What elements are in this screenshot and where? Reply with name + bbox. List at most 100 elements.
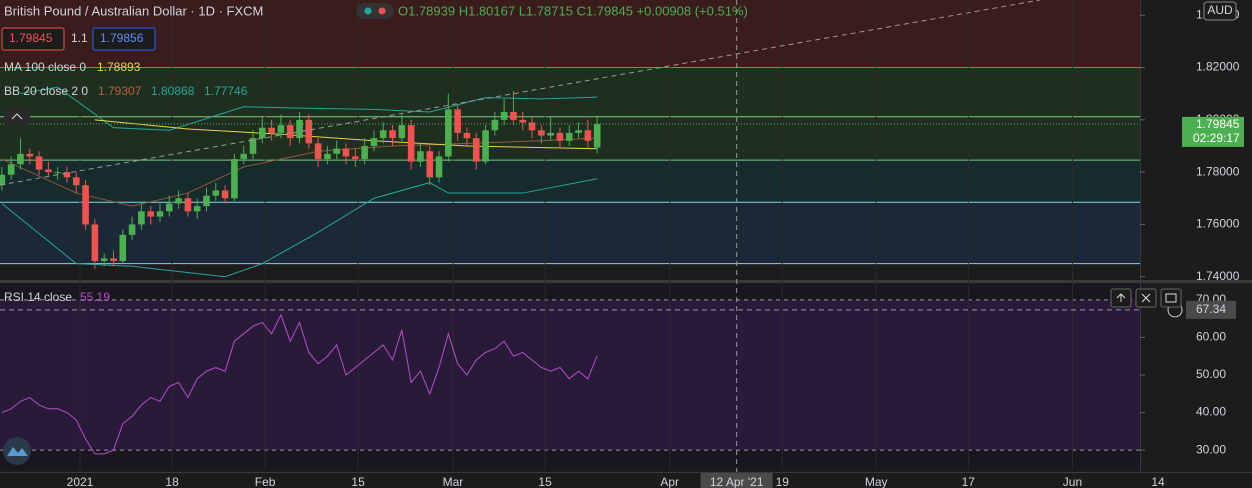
icon bbox=[1116, 293, 1177, 303]
candle-body bbox=[259, 127, 266, 139]
candle-body bbox=[324, 153, 331, 160]
x-axis bbox=[0, 472, 1252, 488]
rsi-line bbox=[1, 313, 598, 455]
candle-body bbox=[175, 198, 182, 204]
last-price-box bbox=[1182, 116, 1244, 147]
candle-body bbox=[35, 156, 43, 170]
candle-body bbox=[519, 119, 527, 123]
candle-body bbox=[491, 119, 499, 131]
candle-body bbox=[0, 174, 6, 186]
y-tick-label: 60.00 bbox=[1196, 330, 1226, 344]
rsi-band bbox=[0, 299, 1140, 451]
candle-body bbox=[342, 148, 350, 157]
candle-body bbox=[426, 151, 434, 178]
toggle bbox=[356, 3, 394, 19]
status-dot bbox=[378, 7, 386, 15]
logo bbox=[3, 437, 31, 465]
candle-body bbox=[305, 119, 313, 144]
candle-body bbox=[463, 132, 471, 139]
y-tick-label: 1.82000 bbox=[1196, 60, 1240, 74]
rsi-legend: RSI 14 close bbox=[4, 290, 72, 304]
x-tick-label: Apr bbox=[660, 475, 679, 488]
candle-body bbox=[193, 206, 201, 212]
candle-body bbox=[556, 132, 564, 141]
candle-body bbox=[249, 138, 257, 154]
candle-body bbox=[565, 132, 573, 141]
candle-body bbox=[212, 190, 220, 196]
candle-body bbox=[221, 190, 229, 199]
x-tick-label: Feb bbox=[255, 475, 276, 488]
candle-body bbox=[26, 153, 34, 157]
x-tick-label: Jun bbox=[1063, 475, 1082, 488]
candle-body bbox=[398, 125, 406, 139]
buy-price: 1.79856 bbox=[100, 31, 144, 45]
candle-body bbox=[538, 130, 545, 136]
x-tick-label: 15 bbox=[351, 475, 365, 488]
candle-body bbox=[63, 172, 71, 178]
ma-value: 1.78893 bbox=[97, 60, 141, 74]
crosshair-x-label: 12 Apr '21 bbox=[710, 475, 764, 488]
y-tick-label: 1.78000 bbox=[1196, 164, 1240, 178]
candle-body bbox=[82, 185, 89, 225]
sell-box bbox=[1, 27, 65, 51]
candle-body bbox=[407, 125, 415, 162]
ohlc: O1.78939 H1.80167 L1.78715 C1.79845 +0.0… bbox=[398, 3, 748, 18]
candle-body bbox=[352, 156, 359, 160]
candle-body bbox=[314, 143, 322, 160]
candle-body bbox=[7, 164, 15, 175]
currency: AUD bbox=[1207, 3, 1233, 17]
candle-body bbox=[361, 145, 368, 160]
candle-body bbox=[435, 156, 443, 178]
crosshair-y-box bbox=[1186, 300, 1236, 319]
x-tick-label: 18 bbox=[165, 475, 179, 488]
candle-body bbox=[203, 195, 210, 207]
x-tick-label: Mar bbox=[443, 475, 464, 488]
candle-body bbox=[333, 148, 341, 154]
bb-value: 1.77746 bbox=[204, 84, 248, 98]
bb-value: 1.79307 bbox=[98, 84, 142, 98]
symbol-title: British Pound / Australian Dollar · 1D ·… bbox=[4, 3, 263, 18]
level-zone bbox=[0, 67, 1140, 117]
candle-body bbox=[370, 138, 378, 146]
candle-body bbox=[165, 203, 173, 212]
x-tick-label: 2021 bbox=[67, 475, 94, 488]
candle-body bbox=[454, 109, 461, 133]
crosshair-x-box bbox=[700, 473, 773, 488]
logo-icon bbox=[7, 447, 28, 456]
candle-body bbox=[91, 224, 99, 262]
level-zone bbox=[0, 202, 1140, 264]
spread: 1.1 bbox=[71, 31, 88, 45]
countdown: 02:29:17 bbox=[1193, 131, 1240, 145]
bb-upper bbox=[20, 86, 598, 131]
candle-body bbox=[240, 153, 248, 160]
candle-body bbox=[593, 123, 601, 148]
candle-body bbox=[528, 122, 536, 131]
candle-body bbox=[17, 153, 24, 165]
candle-body bbox=[277, 125, 285, 133]
x-tick-label: 15 bbox=[538, 475, 552, 488]
candle-body bbox=[156, 211, 164, 217]
candle-body bbox=[138, 211, 145, 225]
sell-price: 1.79845 bbox=[9, 31, 53, 45]
candle-body bbox=[296, 119, 303, 139]
candle-body bbox=[445, 109, 452, 157]
candle-body bbox=[72, 177, 80, 186]
candle-body bbox=[268, 127, 275, 133]
pane-button[interactable] bbox=[1160, 288, 1182, 308]
candle-body bbox=[547, 132, 554, 136]
x-tick-label: 19 bbox=[776, 475, 790, 488]
candle-body bbox=[100, 258, 108, 262]
candle-body bbox=[54, 172, 61, 174]
bb-legend: BB 20 close 2 0 bbox=[4, 84, 88, 98]
x-tick-label: 17 bbox=[962, 475, 976, 488]
rsi-value: 55.19 bbox=[80, 290, 110, 304]
candle-body bbox=[45, 169, 52, 173]
candle-body bbox=[472, 138, 480, 162]
bb-value: 1.80868 bbox=[151, 84, 195, 98]
collapse-button[interactable] bbox=[4, 107, 30, 125]
y-tick-label: 1.76000 bbox=[1196, 217, 1240, 231]
candle-body bbox=[184, 198, 192, 212]
candle-body bbox=[417, 151, 424, 162]
ma-legend: MA 100 close 0 bbox=[4, 60, 86, 74]
x-tick-label: 14 bbox=[1151, 475, 1165, 488]
